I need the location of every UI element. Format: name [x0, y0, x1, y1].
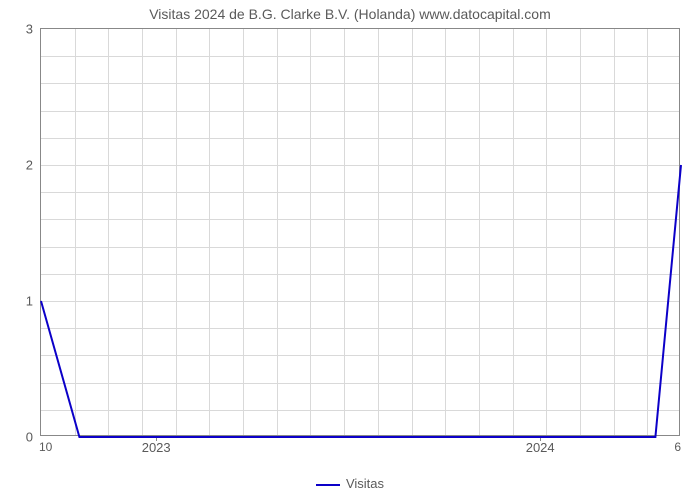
y-tick-label: 2: [26, 158, 41, 173]
chart-title: Visitas 2024 de B.G. Clarke B.V. (Holand…: [0, 6, 700, 22]
legend-label: Visitas: [346, 476, 384, 491]
y-tick-label: 3: [26, 22, 41, 37]
series-visitas: [41, 29, 681, 437]
legend: Visitas: [0, 476, 700, 491]
y-tick-label: 1: [26, 294, 41, 309]
plot-area: 012320232024106: [40, 28, 680, 436]
legend-swatch: [316, 484, 340, 486]
visits-chart: Visitas 2024 de B.G. Clarke B.V. (Holand…: [0, 0, 700, 500]
x-corner-right: 6: [674, 440, 681, 454]
x-corner-left: 10: [39, 440, 52, 454]
